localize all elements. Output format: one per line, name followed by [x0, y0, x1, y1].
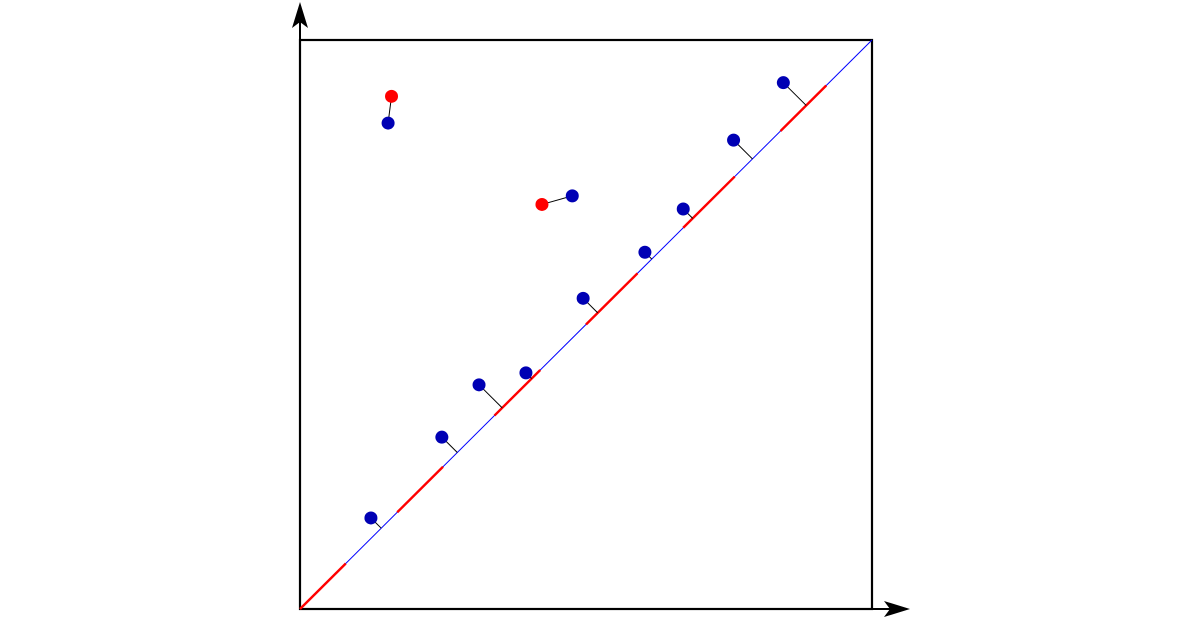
matching-lines-layer	[370, 82, 807, 529]
blue-point	[435, 430, 449, 444]
diagonal-highlight-segment	[682, 175, 736, 229]
diagonal-highlight-segment	[585, 272, 639, 326]
frame-layer	[292, 2, 910, 617]
blue-point	[576, 291, 590, 305]
points-layer	[364, 76, 790, 525]
blue-point	[776, 76, 790, 90]
diagonal-highlight-segment	[299, 562, 347, 610]
y-axis-arrowhead	[292, 2, 308, 28]
blue-point	[638, 245, 652, 259]
diagonal-highlight-segment	[396, 465, 444, 514]
blue-point	[519, 366, 533, 380]
blue-point	[472, 378, 486, 392]
diagonal-highlight-segment	[779, 84, 828, 132]
diagonal-highlight-segment	[493, 369, 542, 417]
red-point	[385, 89, 399, 103]
blue-point	[676, 202, 690, 216]
plot-frame	[298, 38, 874, 611]
blue-point	[565, 189, 579, 203]
blue-point	[727, 133, 741, 147]
x-axis-arrowhead	[884, 601, 910, 617]
red-point	[535, 197, 549, 211]
blue-point	[381, 116, 395, 130]
blue-point	[364, 511, 378, 525]
